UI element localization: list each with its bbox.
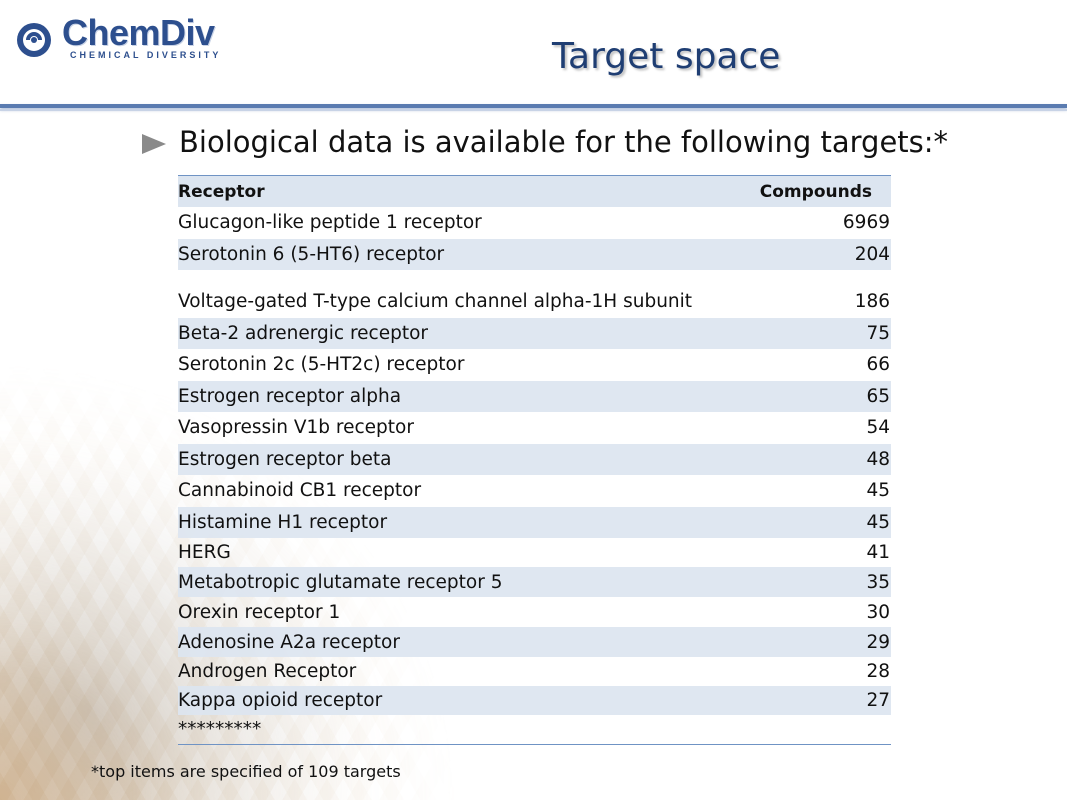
table-row: Estrogen receptor beta 48: [178, 443, 891, 475]
compounds-cell: 186: [854, 291, 890, 313]
table-header-row: Receptor Compounds: [178, 176, 891, 207]
receptor-cell: Serotonin 2c (5-HT2c) receptor: [178, 354, 465, 376]
table-row: Serotonin 6 (5-HT6) receptor 204: [178, 238, 891, 270]
table-row: Vasopressin V1b receptor 54: [178, 412, 891, 444]
table-row: Kappa opioid receptor 27: [178, 686, 891, 715]
chemdiv-logo: ChemDiv CHEMICAL DIVERSITY: [10, 8, 250, 68]
table-row: Androgen Receptor 28: [178, 657, 891, 686]
logo-subtext: CHEMICAL DIVERSITY: [70, 50, 222, 60]
receptor-cell: Beta-2 adrenergic receptor: [178, 322, 429, 344]
table-row: Estrogen receptor alpha 65: [178, 380, 891, 412]
table-row: Beta-2 adrenergic receptor 75: [178, 317, 891, 349]
receptor-cell: Vasopressin V1b receptor: [178, 417, 414, 439]
table-row: Voltage-gated T-type calcium channel alp…: [178, 286, 891, 318]
table-row: Glucagon-like peptide 1 receptor 6969: [178, 207, 891, 239]
table-continuation: *********: [178, 719, 262, 740]
compounds-cell: 35: [866, 571, 890, 593]
compounds-cell: 28: [866, 661, 890, 682]
table-top-rule: [178, 175, 891, 176]
compounds-cell: 45: [866, 511, 890, 533]
compounds-cell: 41: [866, 542, 890, 563]
compounds-cell: 65: [866, 385, 890, 407]
compounds-cell: 66: [866, 354, 890, 376]
table-row: Metabotropic glutamate receptor 5 35: [178, 567, 891, 597]
receptor-cell: Kappa opioid receptor: [178, 690, 383, 711]
targets-table: Receptor Compounds Glucagon-like peptide…: [178, 175, 891, 745]
table-bottom-rule: [178, 744, 891, 745]
header-receptor: Receptor: [178, 181, 265, 202]
compounds-cell: 29: [866, 631, 890, 653]
compounds-cell: 45: [866, 480, 890, 502]
logo-text: ChemDiv: [62, 12, 215, 53]
page-title: Target space: [552, 36, 781, 77]
receptor-cell: Estrogen receptor beta: [178, 448, 392, 470]
receptor-cell: Cannabinoid CB1 receptor: [178, 480, 422, 502]
bullet-arrow-icon: [142, 134, 166, 154]
footnote: *top items are specified of 109 targets: [91, 762, 401, 781]
compounds-cell: 27: [866, 690, 890, 711]
receptor-cell: Histamine H1 receptor: [178, 511, 388, 533]
receptor-cell: Estrogen receptor alpha: [178, 385, 402, 407]
table-row: Serotonin 2c (5-HT2c) receptor 66: [178, 349, 891, 381]
compounds-cell: 75: [866, 322, 890, 344]
receptor-cell: Glucagon-like peptide 1 receptor: [178, 212, 482, 234]
receptor-cell: Adenosine A2a receptor: [178, 631, 400, 653]
compounds-cell: 204: [854, 243, 890, 265]
receptor-cell: Serotonin 6 (5-HT6) receptor: [178, 243, 445, 265]
compounds-cell: 30: [866, 601, 890, 623]
receptor-cell: HERG: [178, 542, 231, 563]
receptor-cell: Orexin receptor 1: [178, 601, 341, 623]
compounds-cell: 54: [866, 417, 890, 439]
table-row: HERG 41: [178, 538, 891, 567]
compounds-cell: 48: [866, 448, 890, 470]
table-row: Cannabinoid CB1 receptor 45: [178, 475, 891, 507]
title-divider: [0, 104, 1067, 108]
receptor-cell: Metabotropic glutamate receptor 5: [178, 571, 503, 593]
bullet-text: Biological data is available for the fol…: [179, 125, 949, 159]
receptor-cell: Androgen Receptor: [178, 661, 357, 682]
receptor-cell: Voltage-gated T-type calcium channel alp…: [178, 291, 693, 313]
table-row: Orexin receptor 1 30: [178, 597, 891, 627]
compounds-cell: 6969: [842, 212, 890, 234]
title-divider-secondary: [0, 109, 1067, 111]
table-row: Adenosine A2a receptor 29: [178, 627, 891, 657]
logo-mark-icon: [17, 23, 51, 57]
table-row: Histamine H1 receptor 45: [178, 506, 891, 538]
header-compounds: Compounds: [759, 181, 872, 202]
